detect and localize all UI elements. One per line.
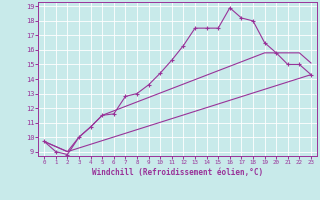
X-axis label: Windchill (Refroidissement éolien,°C): Windchill (Refroidissement éolien,°C) [92, 168, 263, 177]
